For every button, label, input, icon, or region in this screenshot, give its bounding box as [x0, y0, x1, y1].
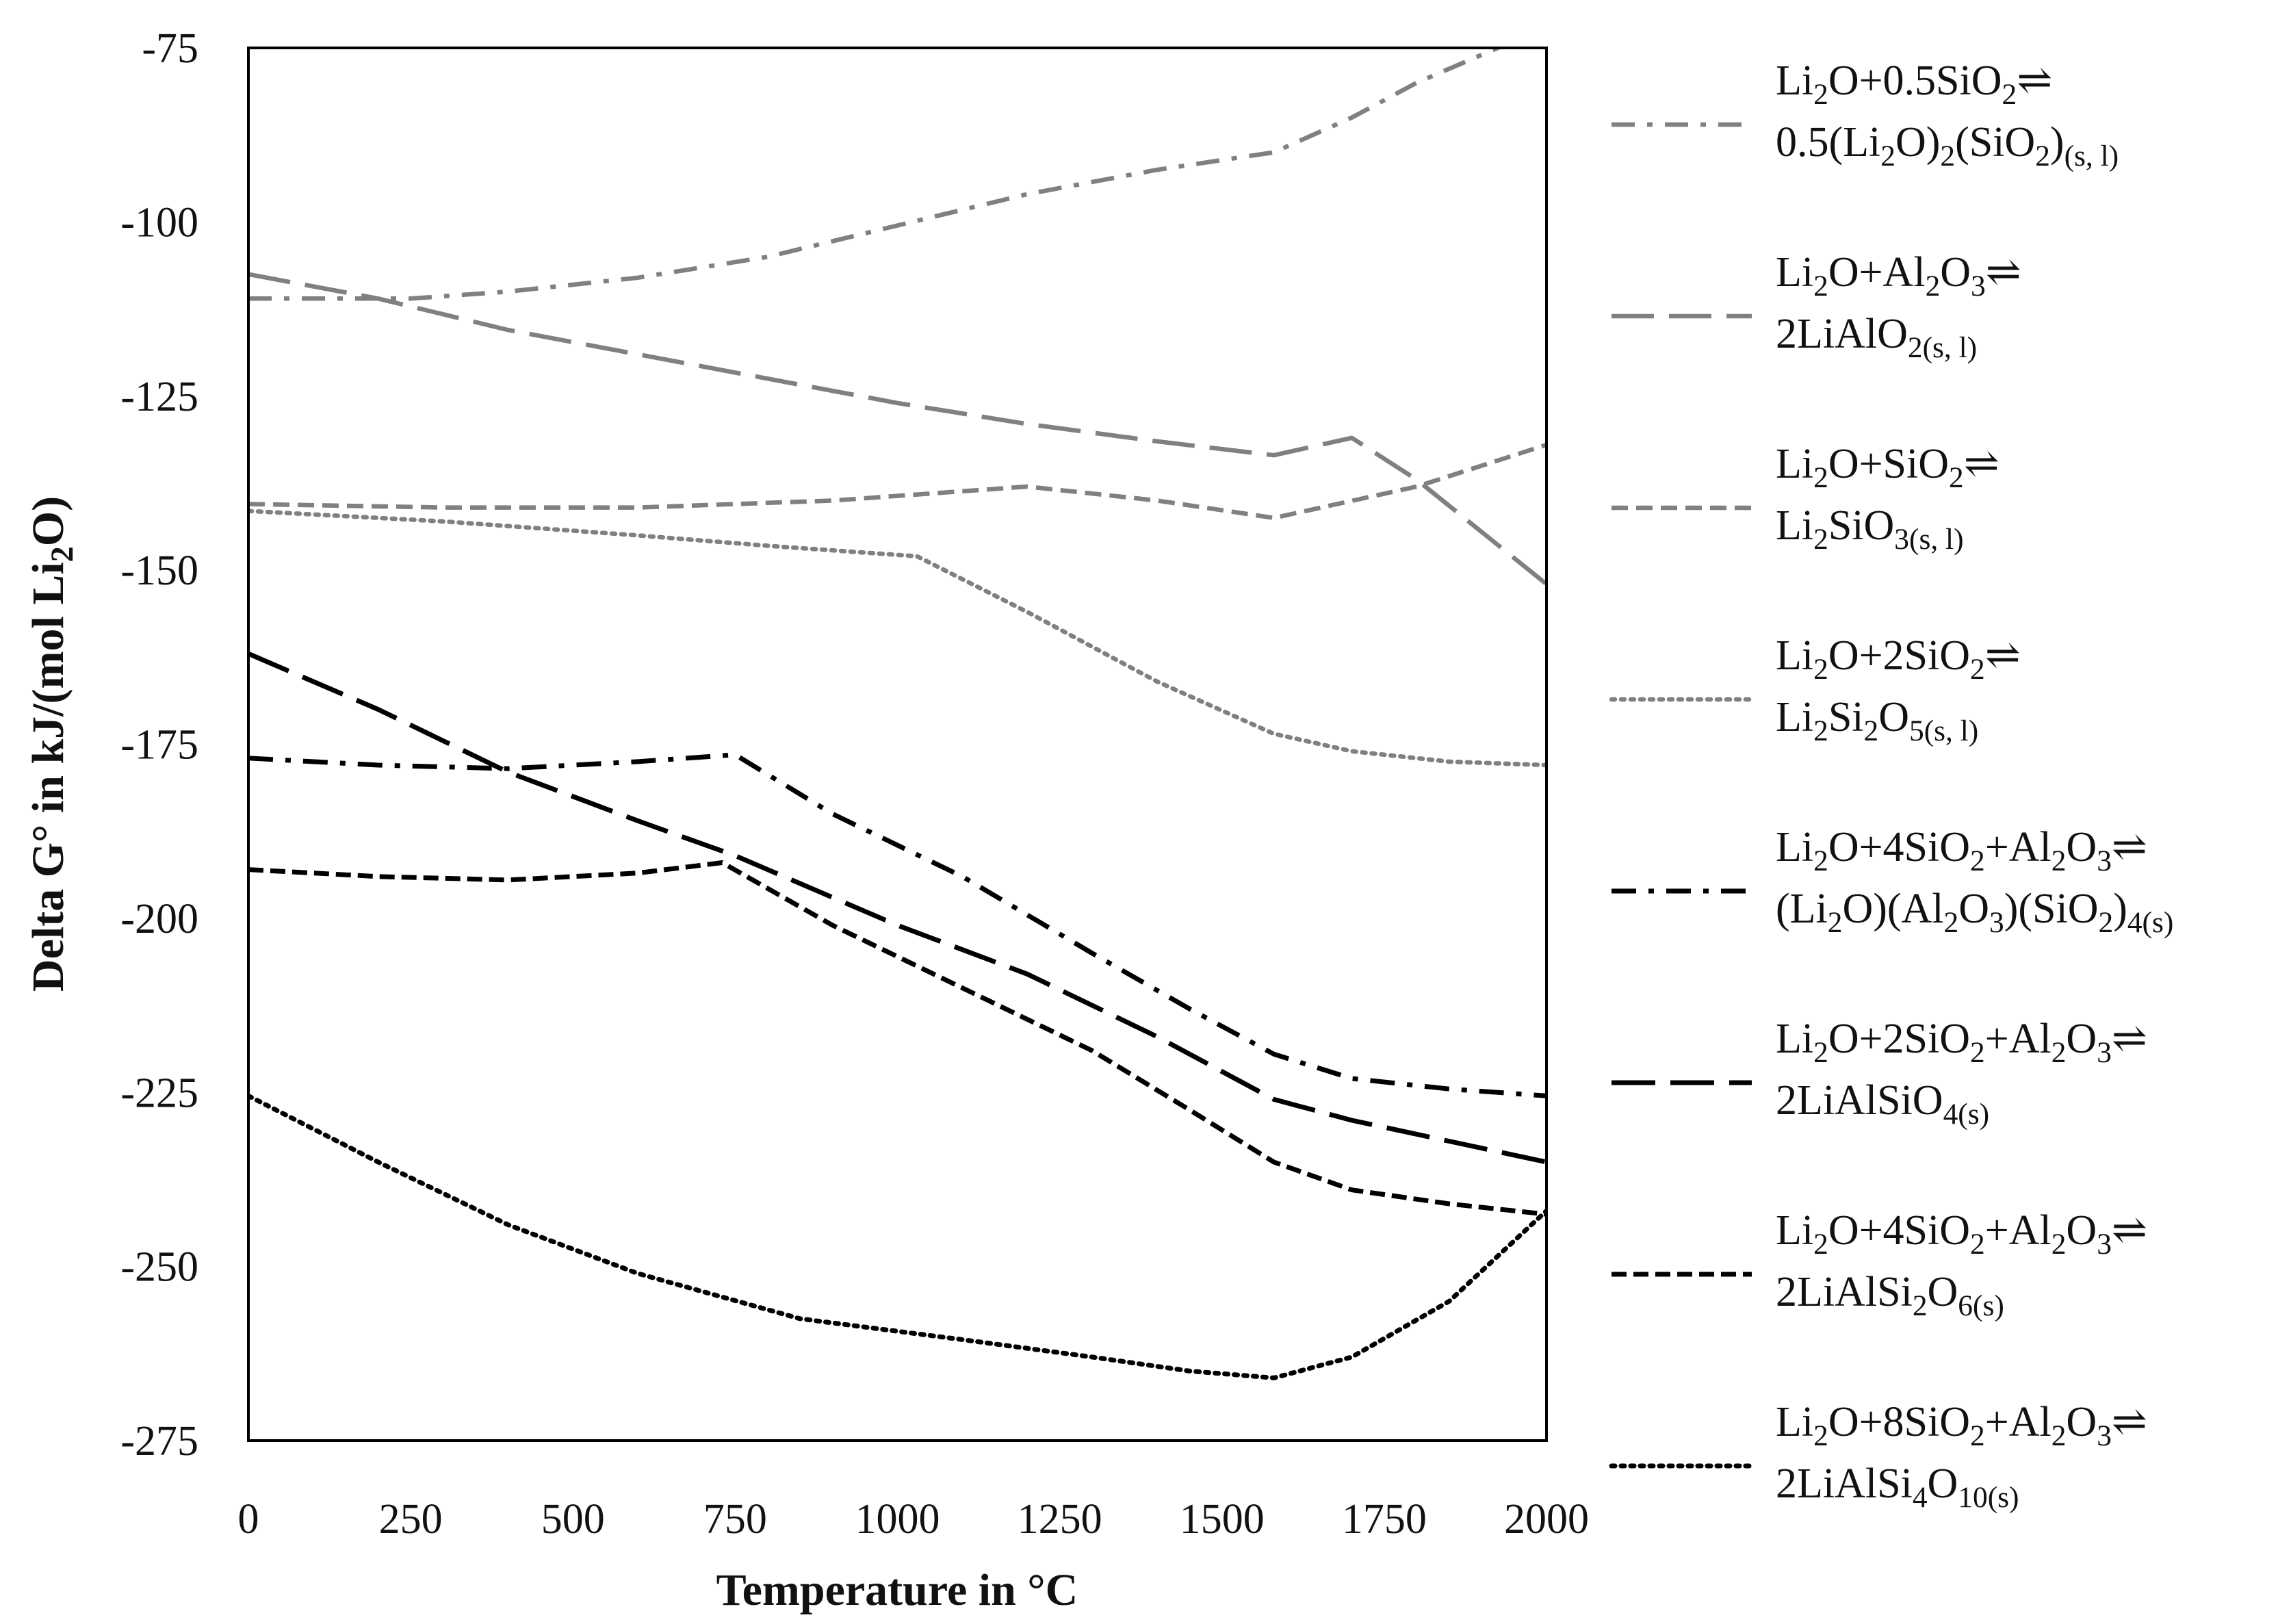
legend-label-line1: Li2O+0.5SiO2⇌ [1776, 57, 2052, 111]
x-tick-label: 1000 [855, 1496, 940, 1543]
legend-item-8: Li2O+8SiO2+Al2O3⇌ 2LiAlSi4O10(s) [1609, 1399, 2147, 1514]
legend-item-6: Li2O+2SiO2+Al2O3⇌ 2LiAlSiO4(s) [1612, 1016, 2147, 1131]
plot-lines [248, 48, 1546, 1380]
legend-label-line2: (Li2O)(Al2O3)(SiO2)4(s) [1776, 886, 2173, 939]
plot-frame [247, 47, 1548, 1442]
legend-item-5: Li2O+4SiO2+Al2O3⇌ (Li2O)(Al2O3)(SiO2)4(s) [1612, 824, 2173, 939]
legend: Li2O+0.5SiO2⇌0.5(Li2O)2(SiO2)(s, l)Li2O+… [1609, 57, 2173, 1514]
x-tick-label: 2000 [1504, 1496, 1589, 1543]
series-line-6 [248, 651, 1546, 1165]
y-axis-ticks: -75 -100 -125 -150 -175 -200 -225 -250 -275 [120, 25, 198, 1465]
legend-label-line1: Li2O+Al2O3⇌ [1776, 249, 2021, 302]
legend-item-7: Li2O+4SiO2+Al2O3⇌ 2LiAlSi2O6(s) [1612, 1207, 2147, 1322]
x-tick-label: 500 [541, 1496, 605, 1543]
x-tick-label: 1250 [1018, 1496, 1102, 1543]
legend-label-line1: Li2O+4SiO2+Al2O3⇌ [1776, 824, 2147, 877]
series-line-3 [248, 442, 1546, 521]
y-tick-label: -275 [120, 1418, 198, 1465]
x-axis-title: Temperature in °C [716, 1565, 1078, 1615]
x-tick-label: 250 [379, 1496, 443, 1543]
legend-item-2: Li2O+Al2O3⇌ 2LiAlO2(s, l) [1612, 249, 2021, 364]
x-tick-label: 750 [703, 1496, 767, 1543]
y-tick-label: -125 [120, 374, 198, 420]
legend-label-line1: Li2O+2SiO2+Al2O3⇌ [1776, 1016, 2147, 1069]
series-line-8 [248, 1093, 1546, 1380]
legend-item-3: Li2O+SiO2⇌ Li2SiO3(s, l) [1612, 441, 1999, 556]
x-tick-label: 1750 [1342, 1496, 1427, 1543]
series-line-1 [248, 48, 1504, 301]
y-tick-label: -100 [120, 199, 198, 246]
y-tick-label: -75 [142, 25, 198, 72]
y-tick-label: -200 [120, 896, 198, 942]
legend-label-line1: Li2O+SiO2⇌ [1776, 441, 1999, 494]
legend-label-line2: 2LiAlSi4O10(s) [1776, 1460, 2019, 1514]
x-tick-label: 1500 [1180, 1496, 1265, 1543]
legend-item-1: Li2O+0.5SiO2⇌ 0.5(Li2O)2(SiO2)(s, l) [1612, 57, 2119, 172]
legend-label-line2: 2LiAlO2(s, l) [1776, 311, 1977, 364]
y-tick-label: -250 [120, 1244, 198, 1291]
series-line-7 [248, 860, 1546, 1217]
legend-label-line1: Li2O+2SiO2⇌ [1776, 632, 2021, 686]
legend-label-line2: 2LiAlSi2O6(s) [1776, 1269, 2004, 1322]
legend-label-line2: 0.5(Li2O)2(SiO2)(s, l) [1776, 119, 2119, 172]
legend-item-4: Li2O+2SiO2⇌ Li2Si2O5(s, l) [1609, 632, 2021, 747]
y-tick-label: -175 [120, 722, 198, 769]
legend-label-line2: Li2SiO3(s, l) [1776, 502, 1964, 556]
y-axis-title: Delta G° in kJ/(mol Li2O) [23, 496, 79, 992]
x-tick-label: 0 [238, 1496, 259, 1543]
legend-label-line2: 2LiAlSiO4(s) [1776, 1077, 1989, 1131]
legend-label-line2: Li2Si2O5(s, l) [1776, 694, 1978, 747]
series-line-5 [248, 752, 1546, 1098]
series-line-2 [248, 272, 1546, 587]
y-tick-label: -150 [120, 547, 198, 594]
legend-label-line1: Li2O+8SiO2+Al2O3⇌ [1776, 1399, 2147, 1452]
y-tick-label: -225 [120, 1070, 198, 1116]
series-line-4 [248, 508, 1546, 768]
x-axis-ticks: 0 250 500 750 1000 1250 1500 1750 2000 [238, 1496, 1590, 1543]
legend-label-line1: Li2O+4SiO2+Al2O3⇌ [1776, 1207, 2147, 1261]
